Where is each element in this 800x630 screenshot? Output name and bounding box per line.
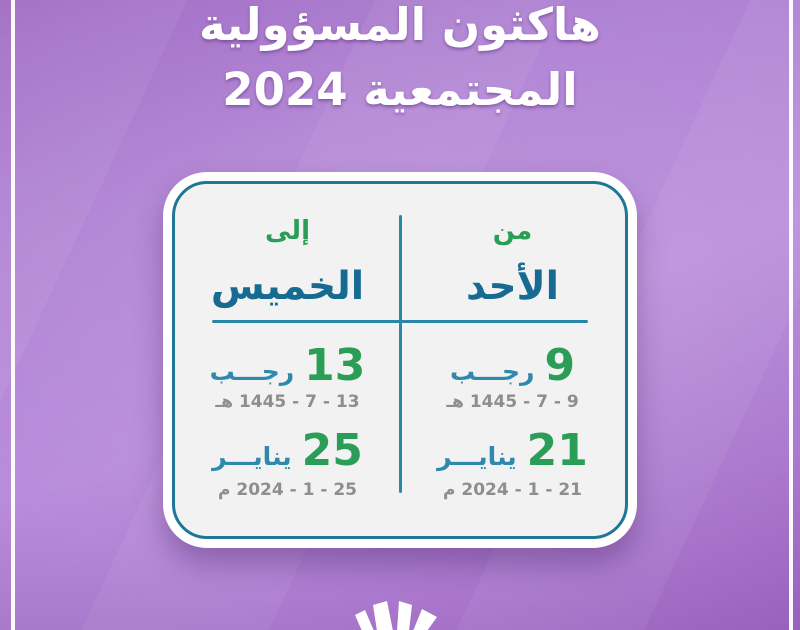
title-line-2: المجتمعية 2024 xyxy=(222,63,578,116)
dates-card: من الأحد 9 رجـــب 9 - 7 - 1445 هـ 21 ينا… xyxy=(163,172,637,548)
vertical-divider xyxy=(399,215,402,493)
right-edge-line xyxy=(789,0,793,630)
palm-leaves-logo-icon xyxy=(355,601,437,630)
from-hijri-month: رجـــب xyxy=(449,357,535,386)
dates-card-inner: من الأحد 9 رجـــب 9 - 7 - 1445 هـ 21 ينا… xyxy=(172,181,628,539)
to-column: إلى الخميس 13 رجـــب 13 - 7 - 1445 هـ 25… xyxy=(175,184,400,536)
left-edge-line xyxy=(11,0,15,630)
from-gregorian-row: 21 ينايـــر xyxy=(400,424,625,478)
from-day-name: الأحد xyxy=(465,264,560,309)
to-gregorian-month: ينايـــر xyxy=(212,442,292,471)
to-label: إلى xyxy=(265,216,310,246)
from-gregorian-day: 21 xyxy=(526,425,588,476)
to-hijri-full-date: 13 - 7 - 1445 هـ xyxy=(215,392,360,412)
to-gregorian-row: 25 ينايـــر xyxy=(175,424,400,478)
from-gregorian-month: ينايـــر xyxy=(437,442,517,471)
to-hijri-month: رجـــب xyxy=(209,357,295,386)
to-hijri-day: 13 xyxy=(304,340,366,391)
from-hijri-row: 9 رجـــب xyxy=(400,339,625,393)
from-gregorian-full-date: 21 - 1 - 2024 م xyxy=(442,480,583,500)
horizontal-divider xyxy=(212,320,588,323)
from-column: من الأحد 9 رجـــب 9 - 7 - 1445 هـ 21 ينا… xyxy=(400,184,625,536)
to-hijri-row: 13 رجـــب xyxy=(175,339,400,393)
from-hijri-day: 9 xyxy=(544,340,576,391)
page-title: هاكثون المسؤولية المجتمعية 2024 xyxy=(0,0,800,122)
title-line-1: هاكثون المسؤولية xyxy=(199,0,601,51)
to-day-name: الخميس xyxy=(210,264,365,309)
from-hijri-full-date: 9 - 7 - 1445 هـ xyxy=(446,392,579,412)
to-gregorian-day: 25 xyxy=(301,425,363,476)
from-label: من xyxy=(492,216,533,246)
to-gregorian-full-date: 25 - 1 - 2024 م xyxy=(217,480,358,500)
